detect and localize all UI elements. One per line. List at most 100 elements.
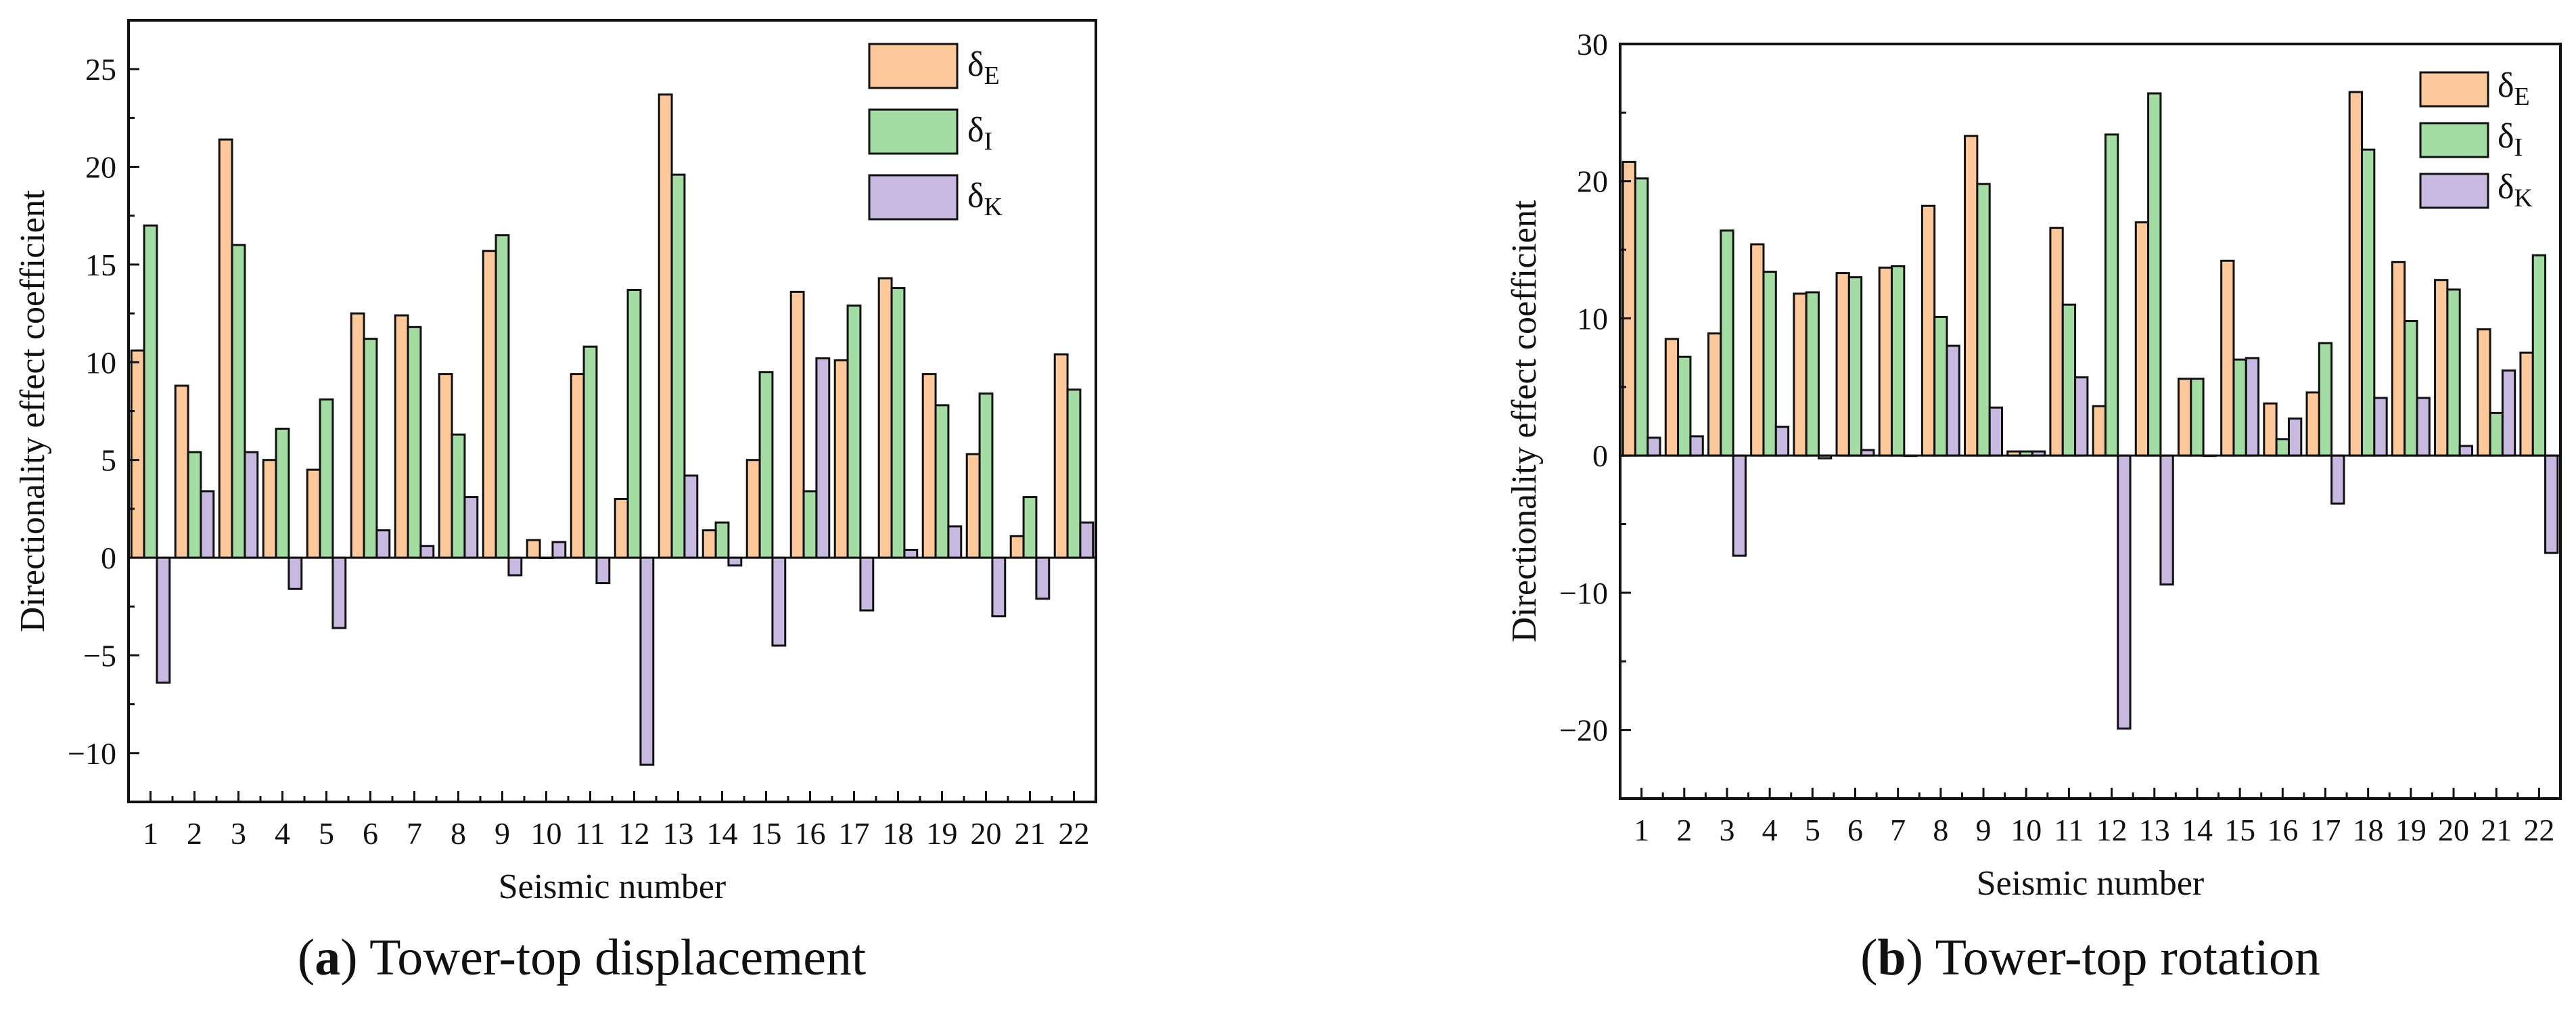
bar-a-K-14	[727, 556, 743, 567]
bar-a-E-17	[833, 359, 849, 559]
bar-b-K-8	[1946, 344, 1960, 457]
x-tick-label: 19	[927, 816, 958, 851]
bar-a-E-4	[262, 459, 277, 559]
bar-a-I-18	[890, 287, 906, 559]
y-tick-label: 15	[85, 248, 116, 282]
x-tick-label: 8	[451, 816, 466, 851]
y-tick-label: −20	[1559, 713, 1608, 748]
bar-b-E-22	[2519, 351, 2534, 457]
x-tick-label: 4	[275, 816, 290, 851]
bar-b-I-21	[2489, 411, 2504, 457]
bar-b-I-4	[1762, 271, 1777, 457]
bar-b-I-14	[2190, 378, 2205, 457]
bar-b-K-19	[2416, 397, 2431, 457]
bar-b-I-18	[2361, 148, 2376, 457]
bar-b-I-22	[2531, 254, 2547, 457]
bar-a-I-11	[582, 345, 598, 559]
bar-a-E-9	[482, 250, 497, 559]
bar-a-K-20	[991, 556, 1007, 618]
x-tick-label: 12	[619, 816, 650, 851]
bar-b-E-5	[1793, 292, 1808, 457]
bar-a-K-16	[815, 357, 831, 559]
bar-b-K-4	[1774, 426, 1790, 457]
bar-a-K-21	[1035, 556, 1051, 600]
bar-a-I-20	[978, 393, 994, 559]
bar-a-E-10	[526, 539, 541, 559]
x-tick-label: 13	[663, 816, 694, 851]
x-tick-label: 7	[407, 816, 422, 851]
bar-a-K-22	[1079, 521, 1095, 559]
x-tick-label: 2	[1676, 813, 1692, 847]
bar-b-K-11	[2074, 376, 2089, 457]
bar-b-E-2	[1664, 338, 1680, 457]
x-tick-label: 15	[751, 816, 782, 851]
x-tick-label: 10	[531, 816, 562, 851]
bar-a-K-4	[288, 556, 303, 590]
x-tick-label: 17	[2310, 813, 2341, 847]
y-tick-label: −10	[1559, 576, 1608, 610]
y-tick-label: 0	[1592, 439, 1608, 473]
bar-b-I-3	[1720, 229, 1734, 457]
bar-a-K-12	[639, 556, 655, 766]
bar-b-I-6	[1847, 276, 1863, 457]
bar-b-K-18	[2373, 397, 2388, 457]
y-tick-label: 5	[101, 443, 116, 478]
bar-b-I-16	[2275, 438, 2290, 457]
bar-a-E-12	[614, 497, 629, 559]
bar-a-E-5	[306, 468, 321, 559]
x-tick-label: 1	[143, 816, 158, 851]
bar-b-K-9	[1988, 406, 2004, 457]
bar-a-E-6	[350, 312, 365, 559]
bar-b-E-7	[1878, 266, 1893, 457]
y-tick-label: 20	[1577, 164, 1608, 199]
bar-a-K-5	[331, 556, 347, 629]
bar-b-I-8	[1933, 315, 1948, 457]
legend-swatch-I	[2419, 122, 2489, 158]
legend-swatch-K	[2419, 173, 2489, 209]
x-axis-title: Seismic number	[499, 868, 727, 906]
bar-a-I-8	[451, 433, 466, 559]
x-tick-label: 22	[1059, 816, 1090, 851]
y-tick-label: 30	[1577, 27, 1608, 62]
x-tick-label: 9	[495, 816, 510, 851]
bar-a-K-13	[683, 474, 699, 559]
bar-b-E-16	[2263, 402, 2278, 457]
bar-a-I-6	[363, 338, 378, 559]
bar-b-I-17	[2318, 342, 2333, 457]
legend-label-E: δE	[2498, 66, 2530, 111]
bar-a-E-3	[218, 138, 233, 559]
x-tick-label: 3	[1719, 813, 1734, 847]
legend-swatch-E	[868, 43, 959, 89]
x-tick-label: 6	[363, 816, 378, 851]
legend-b: δE δI δK	[2419, 66, 2533, 212]
bar-b-E-8	[1920, 204, 1936, 457]
bar-a-K-18	[903, 549, 919, 559]
x-tick-label: 4	[1762, 813, 1778, 847]
bar-a-I-15	[758, 371, 774, 559]
bar-b-E-3	[1707, 332, 1722, 457]
x-tick-label: 5	[1805, 813, 1820, 847]
legend-label-I: δI	[2498, 117, 2523, 162]
bar-b-E-6	[1835, 272, 1850, 457]
x-tick-label: 12	[2096, 813, 2128, 847]
x-tick-label: 6	[1847, 813, 1863, 847]
bar-b-K-3	[1732, 454, 1747, 557]
bar-b-I-5	[1805, 291, 1820, 457]
x-tick-label: 19	[2395, 813, 2426, 847]
bar-a-K-19	[947, 525, 963, 559]
bar-b-E-12	[2092, 405, 2107, 457]
x-tick-label: 10	[2010, 813, 2042, 847]
x-tick-label: 2	[187, 816, 202, 851]
legend-label-E: δE	[967, 45, 1000, 90]
y-tick-label: 0	[101, 541, 116, 575]
y-tick-label: 10	[85, 345, 116, 380]
bar-a-I-2	[187, 451, 202, 559]
bar-a-K-9	[507, 556, 523, 577]
bar-a-E-7	[394, 314, 409, 559]
bar-b-I-9	[1976, 183, 1991, 457]
bar-a-I-13	[670, 173, 686, 559]
y-tick-label: 10	[1577, 301, 1608, 336]
bar-b-K-16	[2287, 417, 2303, 457]
